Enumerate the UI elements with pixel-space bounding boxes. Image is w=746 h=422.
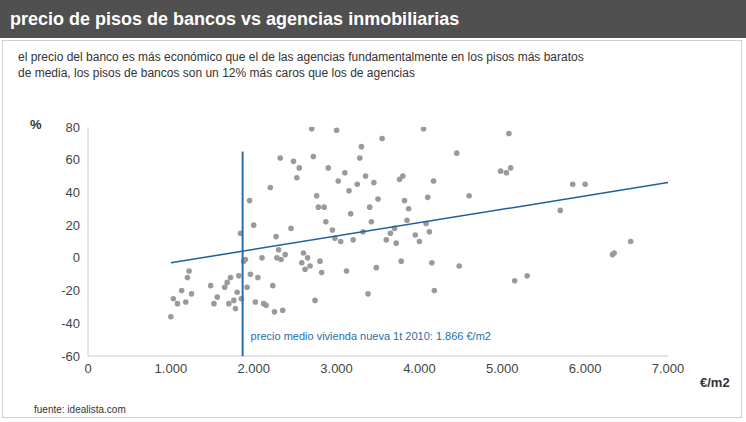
html-text:de media, los pisos de bancos: de media, los pisos de bancos son un 12%… bbox=[18, 66, 415, 80]
svg-text:-60: -60 bbox=[61, 349, 80, 364]
html-text:fuente: idealista.com: fuente: idealista.com bbox=[34, 404, 126, 415]
svg-text:1.000: 1.000 bbox=[155, 361, 188, 376]
svg-text:40: 40 bbox=[66, 185, 80, 200]
svg-text:6.000: 6.000 bbox=[569, 361, 602, 376]
html-text:precio de pisos de bancos vs a: precio de pisos de bancos vs agencias in… bbox=[10, 9, 460, 29]
svg-text:5.000: 5.000 bbox=[486, 361, 519, 376]
svg-text:0: 0 bbox=[73, 250, 80, 265]
svg-text:20: 20 bbox=[66, 218, 80, 233]
svg-text:0: 0 bbox=[84, 361, 91, 376]
svg-text:2.000: 2.000 bbox=[237, 361, 270, 376]
html-text:el precio del banco es más eco: el precio del banco es más económico que… bbox=[18, 50, 584, 64]
svg-text:7.000: 7.000 bbox=[652, 361, 685, 376]
svg-text:60: 60 bbox=[66, 152, 80, 167]
svg-text:4.000: 4.000 bbox=[403, 361, 436, 376]
svg-text:-20: -20 bbox=[61, 283, 80, 298]
svg-text:80: 80 bbox=[66, 120, 80, 135]
html-text:€/m2: €/m2 bbox=[700, 375, 730, 390]
svg-text:3.000: 3.000 bbox=[320, 361, 353, 376]
svg-text:precio medio vivienda nueva 1t: precio medio vivienda nueva 1t 2010: 1.8… bbox=[251, 330, 491, 342]
svg-text:-40: -40 bbox=[61, 316, 80, 331]
